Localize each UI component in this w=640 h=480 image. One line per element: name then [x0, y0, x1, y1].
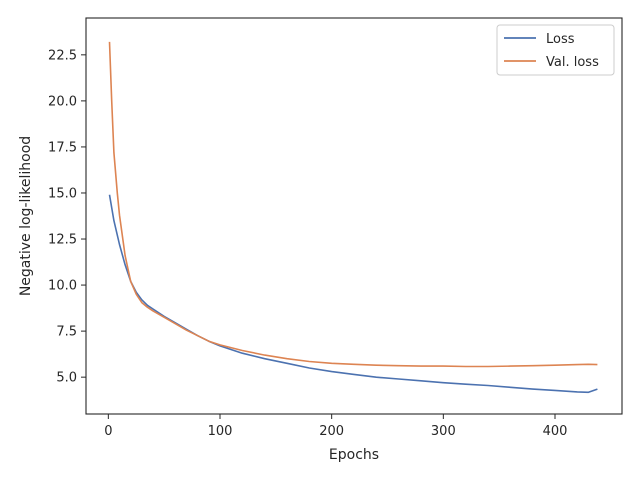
- x-tick-label: 0: [104, 424, 112, 439]
- series-line-val-loss: [108, 41, 598, 368]
- legend: Loss Val. loss: [496, 24, 615, 76]
- x-tick-label: 400: [543, 424, 568, 439]
- y-tick-label: 22.5: [48, 48, 77, 63]
- y-tick-label: 17.5: [48, 140, 77, 155]
- y-tick-label: 10.0: [48, 279, 77, 294]
- series-layer: [108, 41, 598, 394]
- series-line-loss: [108, 194, 598, 394]
- legend-label-loss: Loss: [546, 32, 575, 47]
- x-tick-label: 100: [208, 424, 233, 439]
- y-tick-label: 12.5: [48, 233, 77, 248]
- y-axis-ticks: 5.0 7.5 10.0 12.5 15.0 17.5 20.0 22.5: [48, 48, 86, 386]
- x-axis-label: Epochs: [329, 447, 379, 463]
- y-tick-label: 7.5: [56, 325, 77, 340]
- x-tick-label: 200: [319, 424, 344, 439]
- plot-frame: [85, 17, 623, 415]
- y-tick-label: 20.0: [48, 94, 77, 109]
- y-axis-label: Negative log-likelihood: [18, 136, 34, 296]
- y-tick-label: 5.0: [56, 371, 77, 386]
- x-axis-ticks: 0 100 200 300 400: [104, 414, 567, 439]
- x-tick-label: 300: [431, 424, 456, 439]
- y-tick-label: 15.0: [48, 186, 77, 201]
- legend-label-val-loss: Val. loss: [546, 55, 599, 70]
